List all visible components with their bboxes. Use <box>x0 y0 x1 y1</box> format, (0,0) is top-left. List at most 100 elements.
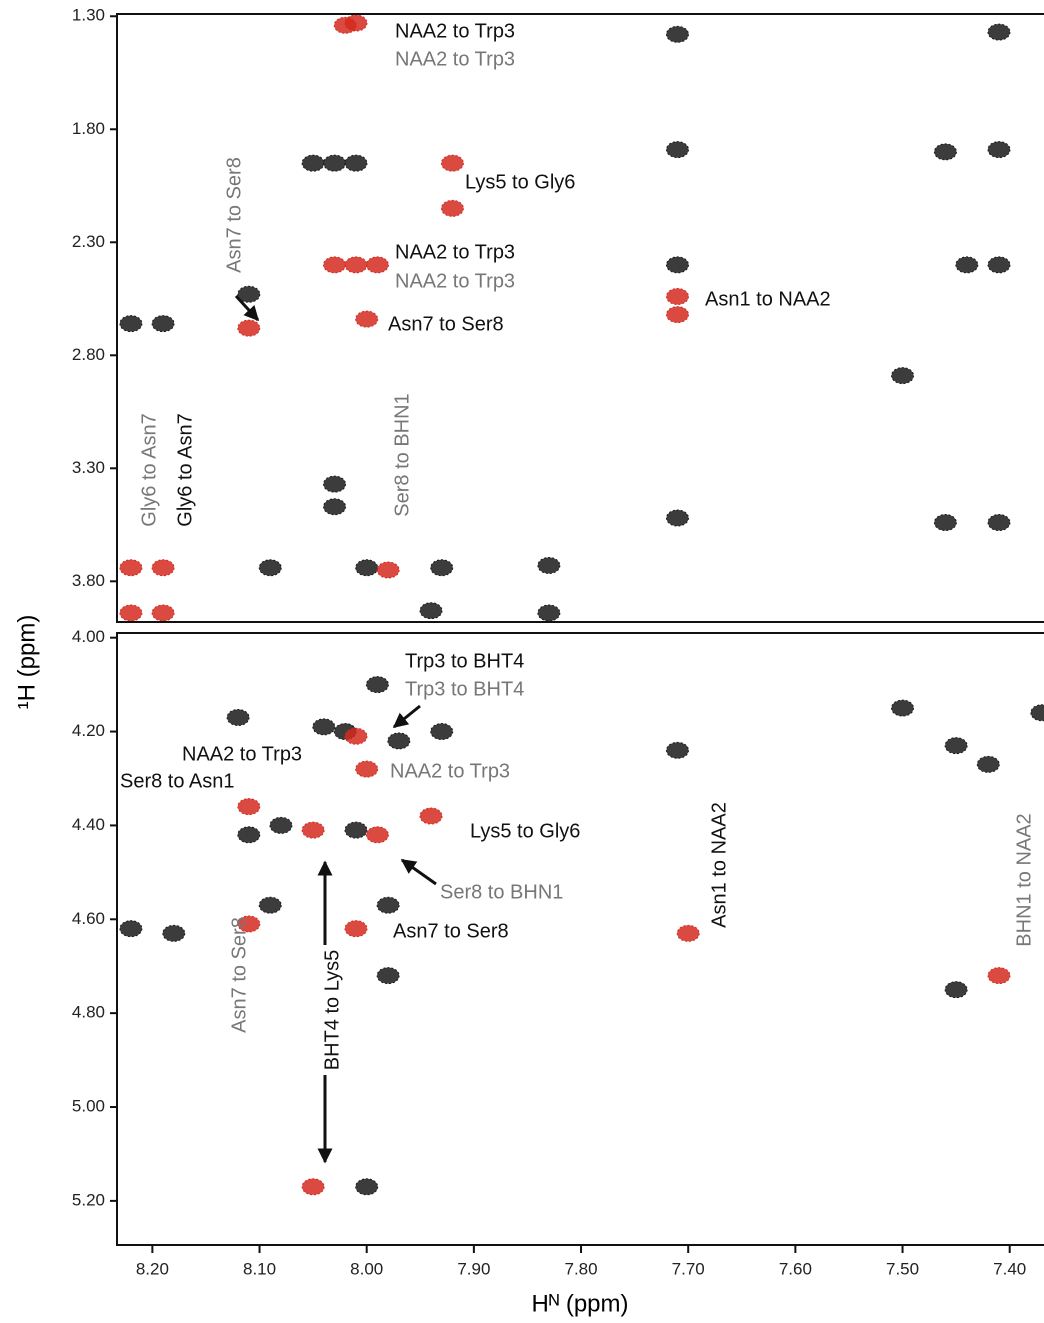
x-tick-label: 7.70 <box>672 1259 705 1278</box>
peak <box>270 817 292 833</box>
annotation: Gly6 to Asn7 <box>174 413 196 526</box>
y-tick-label: 2.30 <box>72 232 105 251</box>
x-tick-label: 7.40 <box>993 1259 1026 1278</box>
annotation: Asn7 to Ser8 <box>223 157 245 273</box>
peak <box>945 982 967 998</box>
peak <box>366 827 388 843</box>
annotation: Trp3 to BHT4 <box>405 678 524 700</box>
bottom-panel-frame <box>117 633 1044 1245</box>
peak <box>956 257 978 273</box>
annotation: NAA2 to Trp3 <box>395 48 515 70</box>
peak <box>238 799 260 815</box>
peak <box>313 719 335 735</box>
peak <box>302 155 324 171</box>
annotation: NAA2 to Trp3 <box>390 760 510 782</box>
nmr-figure: 1.301.802.302.803.303.80NAA2 to Trp3NAA2… <box>0 0 1044 1323</box>
peak <box>666 142 688 158</box>
x-tick-label: 8.20 <box>136 1259 169 1278</box>
peak <box>945 738 967 754</box>
peak <box>302 1179 324 1195</box>
peak <box>988 142 1010 158</box>
annotation: NAA2 to Trp3 <box>395 241 515 263</box>
peak <box>345 728 367 744</box>
annotation: NAA2 to Trp3 <box>182 743 302 765</box>
peak <box>120 605 142 621</box>
annotation: Asn1 to NAA2 <box>705 288 831 310</box>
annotation: Asn1 to NAA2 <box>708 802 730 928</box>
peak <box>238 827 260 843</box>
y-tick-label: 4.60 <box>72 909 105 928</box>
peak <box>666 257 688 273</box>
peak <box>345 822 367 838</box>
peak <box>227 709 249 725</box>
peak <box>152 605 174 621</box>
peak <box>163 925 185 941</box>
peak <box>538 605 560 621</box>
peak <box>677 925 699 941</box>
peak <box>934 515 956 531</box>
annotation: Trp3 to BHT4 <box>405 650 524 672</box>
y-tick-label: 1.30 <box>72 6 105 25</box>
annotation: Lys5 to Gly6 <box>465 171 575 193</box>
peak <box>356 560 378 576</box>
peak <box>377 897 399 913</box>
peak <box>345 155 367 171</box>
annotation: Gly6 to Asn7 <box>138 413 160 526</box>
peak <box>152 560 174 576</box>
y-tick-label: 4.20 <box>72 721 105 740</box>
peak <box>356 761 378 777</box>
peak <box>666 510 688 526</box>
peak <box>441 200 463 216</box>
peak <box>356 311 378 327</box>
peak <box>988 968 1010 984</box>
peak <box>538 557 560 573</box>
y-tick-label: 2.80 <box>72 345 105 364</box>
peak <box>988 24 1010 40</box>
peak <box>366 257 388 273</box>
peak <box>324 476 346 492</box>
peak <box>366 677 388 693</box>
peak <box>324 155 346 171</box>
peak <box>120 316 142 332</box>
y-tick-label: 1.80 <box>72 119 105 138</box>
x-axis-label: Hᴺ (ppm) <box>532 1290 629 1317</box>
peak <box>302 822 324 838</box>
x-tick-label: 7.60 <box>779 1259 812 1278</box>
peak <box>324 257 346 273</box>
peak <box>441 155 463 171</box>
annotation: Ser8 to BHN1 <box>391 393 413 516</box>
peak <box>238 286 260 302</box>
annotation: Asn7 to Ser8 <box>388 313 504 335</box>
y-tick-label: 4.80 <box>72 1003 105 1022</box>
x-tick-label: 7.80 <box>564 1259 597 1278</box>
peak <box>152 316 174 332</box>
peak <box>666 289 688 305</box>
peak <box>988 515 1010 531</box>
annotation: Lys5 to Gly6 <box>470 820 580 842</box>
x-tick-label: 7.90 <box>457 1259 490 1278</box>
peak <box>666 26 688 42</box>
y-tick-label: 5.00 <box>72 1097 105 1116</box>
annotation: NAA2 to Trp3 <box>395 270 515 292</box>
peak <box>259 560 281 576</box>
y-tick-label: 3.30 <box>72 458 105 477</box>
peak <box>388 733 410 749</box>
peak <box>120 560 142 576</box>
peak <box>1031 705 1044 721</box>
peak <box>345 921 367 937</box>
peak <box>377 562 399 578</box>
peak <box>324 499 346 515</box>
y-tick-label: 4.40 <box>72 815 105 834</box>
peak <box>377 968 399 984</box>
y-axis-label: ¹H (ppm) <box>13 615 40 710</box>
plot-area <box>120 15 1010 621</box>
peak <box>345 15 367 31</box>
x-tick-label: 8.10 <box>243 1259 276 1278</box>
annotation: Asn7 to Ser8 <box>393 920 509 942</box>
x-tick-label: 7.50 <box>886 1259 919 1278</box>
peak <box>988 257 1010 273</box>
peak <box>120 921 142 937</box>
peak <box>934 144 956 160</box>
annotation: Asn7 to Ser8 <box>228 917 250 1033</box>
peak <box>431 560 453 576</box>
